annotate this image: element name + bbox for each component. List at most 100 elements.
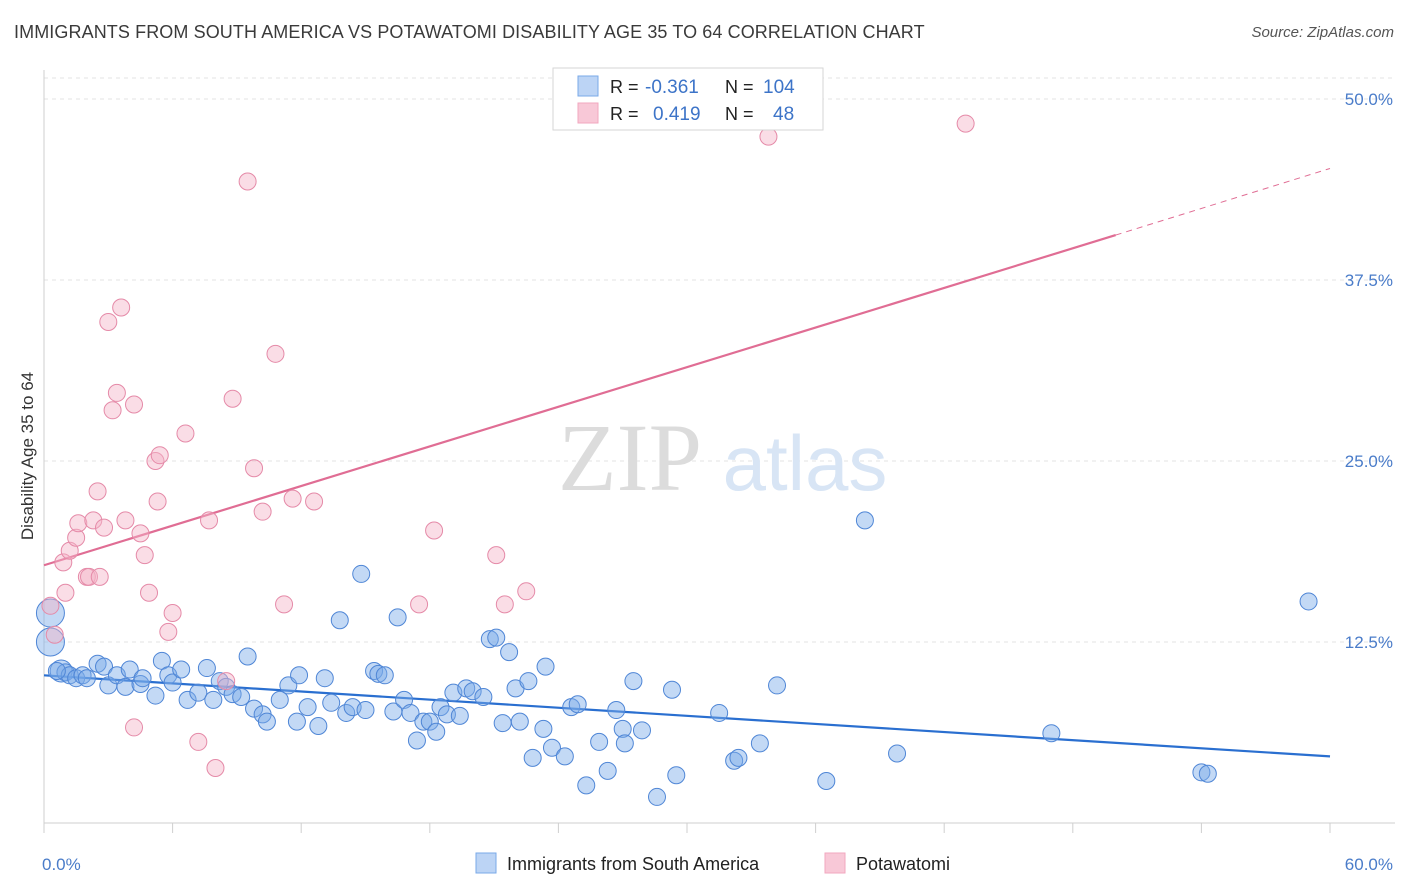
point-series1-15 [133, 669, 152, 688]
point-series2-40 [410, 595, 429, 614]
point-series2-22 [150, 446, 169, 465]
point-series2-37 [305, 492, 324, 511]
series-legend: Immigrants from South America Potawatomi [475, 852, 950, 874]
point-series1-98 [1192, 763, 1211, 782]
point-series2-23 [159, 622, 178, 641]
legend-n-label-2: N = [725, 104, 754, 124]
watermark-zip: ZIP [558, 404, 702, 511]
x-tick-label-1: 60.0% [1345, 855, 1393, 874]
point-series1-89 [710, 703, 729, 722]
trend-line-series-1 [43, 674, 1331, 758]
axes [43, 70, 1395, 833]
point-series1-20 [172, 660, 191, 679]
y-tick-label-0: 12.5% [1345, 633, 1393, 652]
point-series2-25 [176, 424, 195, 443]
point-series1-69 [510, 712, 529, 731]
point-series2-45 [759, 127, 778, 146]
legend-r-value-2: 0.419 [653, 104, 701, 125]
point-series2-10 [88, 482, 107, 501]
legend-n-value-1: 104 [763, 77, 795, 98]
point-series2-8 [80, 567, 99, 586]
point-series1-95 [855, 511, 874, 530]
point-series2-16 [125, 395, 144, 414]
point-series1-53 [407, 731, 426, 750]
point-series2-41 [425, 521, 444, 540]
point-series2-13 [107, 383, 126, 402]
point-series1-70 [519, 672, 538, 691]
point-series2-0 [41, 596, 60, 615]
legend-swatch-2 [577, 102, 599, 124]
point-series1-77 [568, 695, 587, 714]
point-series1-74 [542, 738, 561, 757]
point-series1-22 [189, 683, 208, 702]
point-series2-3 [56, 583, 75, 602]
point-series2-31 [238, 172, 257, 191]
point-series1-75 [555, 747, 574, 766]
point-series1-93 [768, 676, 787, 695]
gridlines [44, 77, 1395, 643]
point-series2-1 [45, 625, 64, 644]
x-tick-labels: 0.0% 60.0% [42, 855, 1393, 874]
point-series1-72 [534, 719, 553, 738]
point-series1-12 [116, 677, 135, 696]
point-series1-33 [270, 690, 289, 709]
point-series2-14 [112, 298, 131, 317]
point-series1-44 [352, 564, 371, 583]
point-series1-78 [577, 776, 596, 795]
point-series1-56 [427, 722, 446, 741]
point-series1-62 [463, 682, 482, 701]
trend-line-series-2 [43, 234, 1116, 567]
series-legend-swatch-1 [475, 852, 497, 874]
y-tick-label-2: 37.5% [1345, 271, 1393, 290]
point-series1-35 [287, 712, 306, 731]
point-series1-26 [217, 677, 236, 696]
chart-title: IMMIGRANTS FROM SOUTH AMERICA VS POTAWAT… [14, 22, 925, 42]
point-series1-99 [1198, 764, 1217, 783]
point-series2-34 [266, 344, 285, 363]
point-series1-36 [290, 666, 309, 685]
point-series1-64 [480, 630, 499, 649]
point-series1-19 [163, 673, 182, 692]
legend-swatch-1 [577, 75, 599, 97]
legend-n-value-2: 48 [773, 104, 794, 125]
point-series1-83 [615, 734, 634, 753]
y-tick-label-3: 50.0% [1345, 90, 1393, 109]
point-series1-37 [298, 698, 317, 717]
point-series2-36 [283, 489, 302, 508]
point-series2-33 [253, 502, 272, 521]
legend-r-label-1: R = [610, 77, 639, 97]
point-series1-57 [431, 698, 450, 717]
point-series1-73 [536, 657, 555, 676]
point-series2-12 [103, 401, 122, 420]
point-series1-65 [487, 628, 506, 647]
point-series2-29 [217, 672, 236, 691]
point-series1-28 [232, 688, 251, 707]
point-series1-66 [493, 714, 512, 733]
point-series2-19 [140, 583, 159, 602]
point-series1-88 [667, 766, 686, 785]
point-series1-63 [474, 688, 493, 707]
point-series1-54 [414, 712, 433, 731]
point-series1-87 [662, 680, 681, 699]
point-series1-29 [238, 647, 257, 666]
data-points [35, 114, 1318, 806]
point-series2-11 [95, 518, 114, 537]
point-series1-51 [395, 690, 414, 709]
point-series1-81 [607, 701, 626, 720]
y-tick-label-1: 25.0% [1345, 452, 1393, 471]
series-legend-swatch-2 [824, 852, 846, 874]
point-series1-50 [388, 608, 407, 627]
point-series1-80 [598, 761, 617, 780]
point-series2-35 [275, 595, 294, 614]
point-series2-44 [517, 582, 536, 601]
point-series1-13 [120, 660, 139, 679]
legend-r-label-2: R = [610, 104, 639, 124]
point-series1-23 [197, 659, 216, 678]
point-series2-32 [245, 459, 264, 478]
watermark-atlas: atlas [723, 419, 888, 507]
watermark: ZIP atlas [558, 404, 887, 511]
point-series2-9 [84, 511, 103, 530]
point-series1-39 [315, 669, 334, 688]
point-series1-85 [632, 721, 651, 740]
